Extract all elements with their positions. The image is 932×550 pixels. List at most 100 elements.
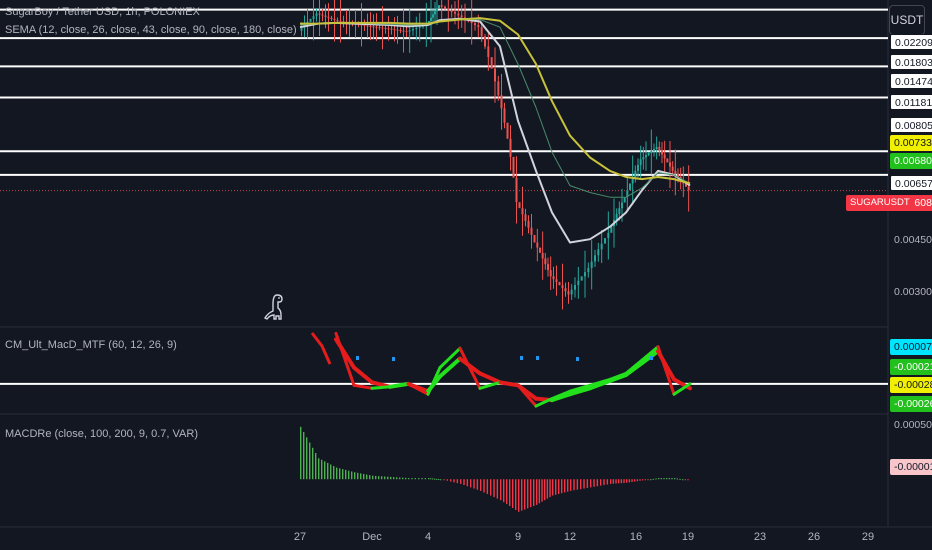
histogram-bar [639, 479, 641, 481]
histogram-bar [618, 479, 620, 484]
candle-body [597, 249, 600, 256]
histogram-bar [600, 479, 602, 486]
candle-body [521, 208, 524, 215]
candle-body [607, 232, 610, 239]
histogram-bar [660, 478, 663, 480]
macd-line-segment [568, 383, 592, 393]
candle-body [415, 27, 418, 30]
histogram-bar [663, 478, 665, 480]
time-axis-label: 12 [564, 531, 576, 543]
histogram-bar [558, 479, 560, 494]
hist-axis-label: 0.00050 [894, 419, 932, 431]
time-axis-label: Dec [362, 531, 382, 543]
sema-indicator-legend[interactable]: SEMA (12, close, 26, close, 43, close, 9… [5, 24, 297, 36]
histogram-bar [634, 479, 636, 482]
histogram-bar [564, 479, 566, 493]
histogram-bar [303, 432, 305, 480]
histogram-bar [336, 467, 338, 480]
price-axis-label: 0.01181 [890, 94, 932, 110]
macd-axis-label: -0.00028 [890, 377, 932, 393]
histogram-bar [333, 466, 335, 480]
candle-body [405, 31, 408, 33]
histogram-bars [300, 426, 689, 512]
candle-body [685, 183, 687, 187]
histogram-bar [674, 478, 676, 480]
histogram-bar [580, 479, 582, 490]
macd-cross-marker [576, 357, 579, 361]
macd-spike [310, 332, 332, 365]
macd-indicator-legend[interactable]: CM_Ult_MacD_MTF (60, 12, 26, 9) [5, 339, 177, 351]
macd-line-segment [388, 382, 410, 389]
macd-line-segment [624, 358, 644, 375]
time-axis-label: 19 [682, 531, 694, 543]
candle-body [474, 23, 476, 26]
histogram-bar [443, 479, 445, 481]
candle-body [574, 285, 576, 290]
histogram-bar [432, 478, 434, 480]
macd-line-segment [478, 380, 502, 390]
candle-body [653, 148, 655, 151]
candle-body [506, 122, 509, 139]
macd-line-segment [550, 389, 572, 401]
candle-body [321, 14, 324, 16]
macd-line-segment [608, 371, 628, 381]
histogram-bar [570, 479, 572, 491]
candle-body [436, 8, 438, 12]
candle-body [487, 46, 490, 58]
candle-body [626, 190, 629, 198]
candle-body [318, 13, 321, 15]
histogram-bar [460, 479, 462, 484]
candle-body [618, 208, 621, 214]
histogram-bar [573, 479, 575, 491]
candle-body [677, 173, 679, 177]
histogram-bar [623, 479, 625, 483]
candle-body [549, 270, 552, 277]
histogram-bar [506, 479, 508, 505]
candle-body [663, 154, 666, 159]
histogram-bar [509, 479, 511, 507]
macdre-indicator-legend[interactable]: MACDRe (close, 100, 200, 9, 0.7, VAR) [5, 428, 198, 440]
price-axis-label: 0.00300 [894, 286, 932, 298]
histogram-bar [652, 478, 655, 480]
histogram-bar [405, 477, 407, 480]
histogram-bar [552, 479, 554, 496]
candle-body [470, 21, 473, 24]
histogram-bar [318, 458, 320, 480]
histogram-bar [312, 447, 314, 480]
macd-cross-marker [356, 356, 359, 360]
candle-body [312, 16, 315, 20]
histogram-bar [430, 478, 432, 480]
histogram-bar [676, 478, 679, 480]
histogram-bar [351, 471, 353, 480]
candle-body [408, 30, 411, 32]
histogram-bar [375, 475, 377, 480]
histogram-bar [538, 479, 541, 504]
time-axis-label: 16 [630, 531, 642, 543]
macd-line-segment [438, 346, 462, 370]
histogram-bar [463, 479, 465, 486]
currency-unit-button[interactable]: USDT [889, 5, 925, 35]
histogram-bar [541, 479, 543, 502]
histogram-bar [330, 464, 332, 480]
histogram-bar [399, 477, 401, 480]
candle-body [587, 268, 590, 273]
histogram-bar [480, 479, 482, 491]
histogram-bar [327, 462, 329, 480]
histogram-bar [650, 479, 652, 481]
candle-body [375, 26, 378, 28]
histogram-bar [306, 437, 308, 480]
dinosaur-icon[interactable] [263, 293, 285, 330]
histogram-bar [466, 479, 469, 487]
candle-body [642, 157, 645, 160]
candle-body [412, 29, 414, 31]
histogram-bar [438, 479, 440, 481]
candle-body [580, 276, 583, 281]
histogram-bar [524, 479, 526, 510]
histogram-bar [546, 479, 549, 499]
histogram-bar [655, 478, 657, 480]
histogram-bar [396, 477, 398, 480]
histogram-bar [527, 479, 529, 509]
candle-body [393, 29, 396, 31]
macd-signal-segment [478, 371, 502, 385]
